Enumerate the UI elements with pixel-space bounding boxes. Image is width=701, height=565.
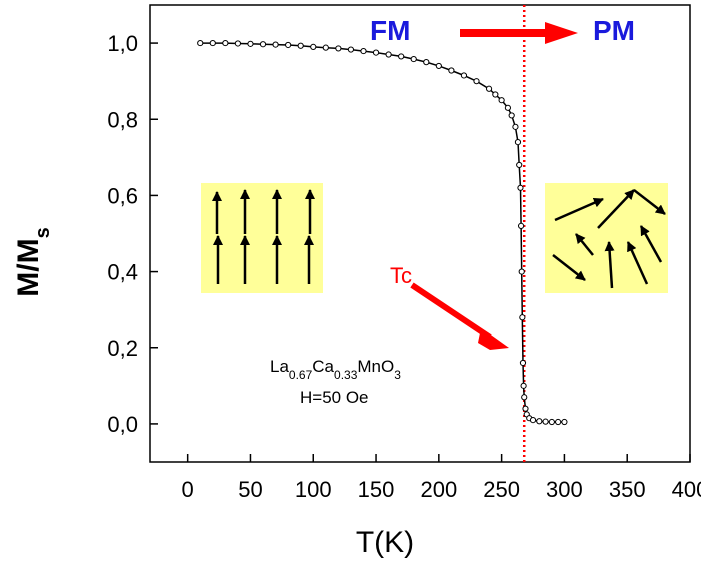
data-point bbox=[360, 47, 367, 55]
data-point bbox=[512, 123, 519, 130]
data-point bbox=[492, 91, 499, 98]
data-point bbox=[561, 418, 568, 426]
data-point bbox=[385, 51, 392, 58]
y-tick-label: 1,0 bbox=[107, 31, 138, 56]
y-axis-title-sub: s bbox=[32, 227, 54, 238]
data-point bbox=[222, 39, 229, 47]
data-point bbox=[247, 40, 254, 47]
x-tick-label: 200 bbox=[420, 477, 457, 502]
fm-label: FM bbox=[370, 15, 410, 46]
data-point bbox=[335, 45, 342, 52]
y-tick-label: 0,4 bbox=[107, 260, 138, 285]
data-point bbox=[517, 222, 525, 229]
spin-arrow bbox=[575, 233, 594, 256]
pm-spin-inset bbox=[545, 183, 668, 293]
x-tick-label: 250 bbox=[483, 477, 520, 502]
data-point bbox=[514, 139, 522, 146]
spin-arrow bbox=[552, 254, 586, 281]
data-point bbox=[398, 53, 405, 60]
spin-arrow bbox=[639, 225, 663, 263]
spin-arrow bbox=[554, 197, 604, 222]
field-label: H=50 Oe bbox=[300, 388, 369, 407]
data-point bbox=[285, 41, 292, 49]
fm-inset-background bbox=[201, 183, 323, 293]
data-point bbox=[521, 394, 528, 401]
x-axis-title: T(K) bbox=[356, 526, 414, 559]
data-point bbox=[347, 46, 355, 53]
x-tick-label: 0 bbox=[182, 477, 194, 502]
spin-arrow bbox=[626, 241, 649, 285]
spin-arrow bbox=[597, 189, 635, 229]
data-point bbox=[322, 44, 329, 51]
data-point bbox=[519, 359, 527, 367]
compound-label: La0.67Ca0.33MnO3 bbox=[270, 357, 401, 382]
data-point bbox=[508, 112, 515, 119]
spin-arrow bbox=[604, 241, 615, 289]
y-axis-title: M/Ms bbox=[12, 227, 54, 296]
y-axis: 0,0 0,2 0,4 0,6 0,8 1,0 bbox=[107, 31, 158, 437]
x-tick-label: 100 bbox=[295, 477, 332, 502]
data-point bbox=[435, 62, 442, 70]
data-point bbox=[209, 39, 216, 47]
data-point bbox=[522, 405, 529, 412]
x-axis: 0 50 100 150 200 250 300 350 400 bbox=[182, 454, 701, 502]
tc-arrow-head bbox=[478, 328, 509, 350]
y-axis-title-main: M/M bbox=[12, 238, 45, 296]
data-point bbox=[460, 72, 468, 79]
pm-label: PM bbox=[593, 15, 635, 46]
data-point bbox=[372, 49, 380, 56]
pm-inset-background bbox=[545, 183, 668, 293]
data-point bbox=[234, 40, 242, 47]
data-point bbox=[542, 418, 549, 425]
y-tick-label: 0,0 bbox=[107, 412, 138, 437]
fm-spin-inset bbox=[201, 183, 323, 293]
data-point bbox=[519, 314, 526, 321]
data-point bbox=[555, 418, 562, 426]
x-tick-label: 50 bbox=[238, 477, 262, 502]
tc-label: Tc bbox=[390, 263, 412, 288]
y-tick-label: 0,6 bbox=[107, 183, 138, 208]
data-point bbox=[272, 41, 279, 48]
data-point bbox=[536, 418, 543, 425]
data-point bbox=[504, 104, 512, 111]
tc-arrow-shaft bbox=[410, 282, 492, 340]
plot-frame bbox=[149, 4, 691, 463]
data-point bbox=[423, 59, 430, 66]
data-point bbox=[473, 78, 480, 85]
data-point bbox=[517, 184, 524, 191]
data-point bbox=[297, 42, 304, 49]
data-point bbox=[310, 43, 317, 50]
data-point bbox=[259, 41, 267, 48]
series-points bbox=[197, 39, 568, 426]
data-point bbox=[529, 417, 537, 424]
data-point bbox=[518, 268, 525, 275]
y-tick-label: 0,8 bbox=[107, 107, 138, 132]
fm-pm-arrow-head bbox=[545, 22, 578, 44]
x-tick-label: 300 bbox=[546, 477, 583, 502]
data-point bbox=[410, 55, 417, 63]
x-tick-label: 400 bbox=[672, 477, 701, 502]
data-point bbox=[516, 161, 523, 169]
data-point bbox=[448, 67, 455, 74]
data-point bbox=[197, 39, 204, 47]
data-point bbox=[485, 85, 493, 92]
x-tick-label: 150 bbox=[358, 477, 395, 502]
data-point bbox=[548, 418, 555, 426]
data-point bbox=[498, 97, 505, 104]
spin-arrow bbox=[633, 189, 666, 215]
data-point bbox=[520, 382, 527, 389]
x-tick-label: 350 bbox=[609, 477, 646, 502]
y-tick-label: 0,2 bbox=[107, 336, 138, 361]
